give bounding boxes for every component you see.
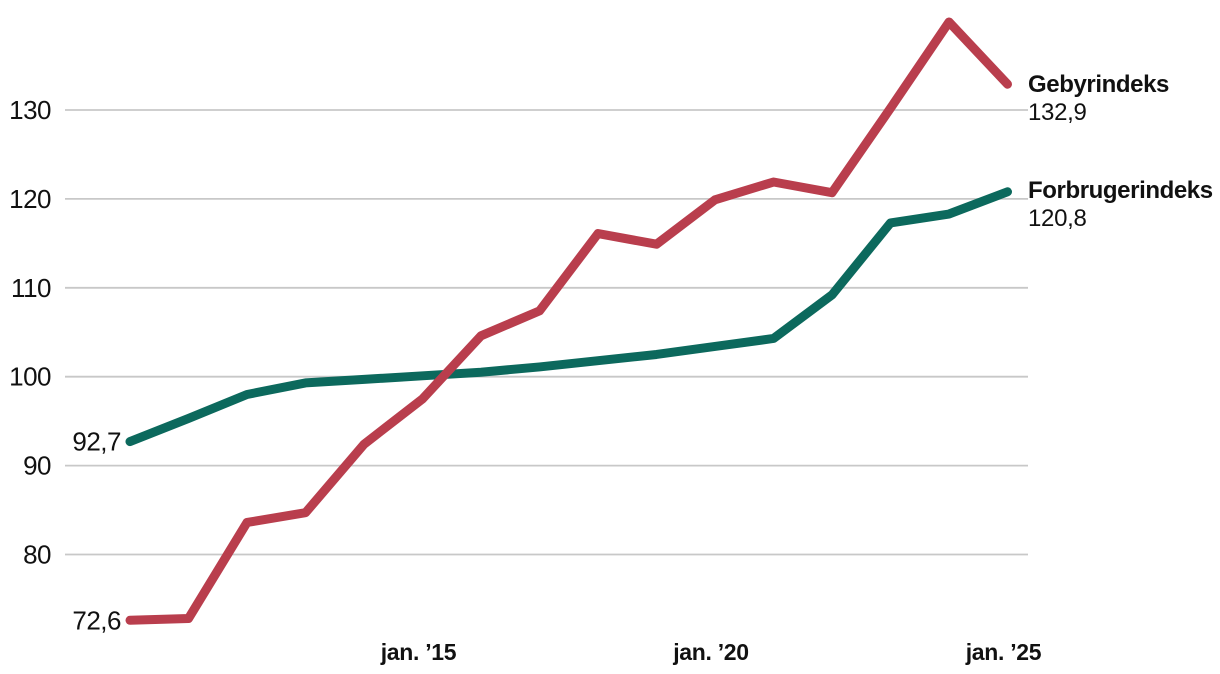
y-tick-label-120: 120 <box>9 184 51 214</box>
start-value-label-gebyrindeks: 72,6 <box>72 605 121 635</box>
y-tick-label-110: 110 <box>11 273 51 303</box>
legend-gebyrindeks: Gebyrindeks 132,9 <box>1028 71 1220 127</box>
legend-forbrugerindeks-name: Forbrugerindeks <box>1028 177 1213 204</box>
series-line-forbrugerindeks <box>125 187 1012 447</box>
y-tick-label-130: 130 <box>9 95 51 125</box>
legend-forbrugerindeks-value: 120,8 <box>1028 205 1087 232</box>
y-tick-label-90: 90 <box>23 451 51 481</box>
x-tick-label-2025: jan. ’25 <box>965 639 1042 665</box>
x-tick-label-2015: jan. ’15 <box>380 639 457 665</box>
series-lines-group <box>125 17 1012 625</box>
gridlines-group <box>65 109 1028 556</box>
legend-gebyrindeks-value: 132,9 <box>1028 99 1087 126</box>
axis-labels-group: 80 90 100 110 120 130 jan. ’15 jan. ’20 jan. ’25… <box>9 95 1042 665</box>
legend-gebyrindeks-name: Gebyrindeks <box>1028 71 1169 98</box>
start-value-label-forbrugerindeks: 92,7 <box>72 427 121 457</box>
series-line-gebyrindeks <box>125 17 1012 625</box>
y-tick-label-80: 80 <box>23 540 51 570</box>
y-tick-label-100: 100 <box>9 362 51 392</box>
legend-forbrugerindeks: Forbrugerindeks 120,8 <box>1028 177 1220 233</box>
x-tick-label-2020: jan. ’20 <box>672 639 749 665</box>
